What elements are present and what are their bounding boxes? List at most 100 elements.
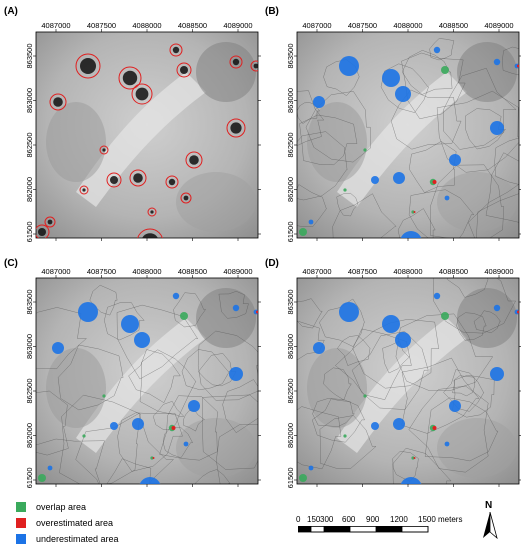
y-tick-label: 863500 <box>25 43 34 68</box>
x-tick-label: 4088500 <box>178 267 207 276</box>
north-label: N <box>485 500 493 511</box>
sinkhole-marker <box>38 228 46 236</box>
x-tick-label: 4087500 <box>348 21 377 30</box>
x-tick-label: 4088500 <box>439 21 468 30</box>
estimate-marker <box>299 228 307 236</box>
estimate-marker <box>400 231 422 238</box>
sinkhole-marker <box>82 188 86 192</box>
sinkhole-marker <box>253 63 258 69</box>
overestimate-marker <box>413 457 416 459</box>
estimate-marker <box>139 477 161 484</box>
estimate-marker <box>82 434 86 438</box>
overestimate-marker <box>432 180 437 184</box>
scale-label: 300 <box>320 515 334 524</box>
panel-d: (D) 4087000 4087500 4088000 4088500 4089000 8… <box>261 252 521 494</box>
sinkhole-marker <box>80 58 96 74</box>
x-tick-label: 4089000 <box>484 21 513 30</box>
estimate-marker <box>229 367 243 381</box>
legend-item-underestimated: underestimated area <box>16 534 119 544</box>
sinkhole-marker <box>135 87 149 101</box>
overestimate-marker <box>432 426 437 430</box>
estimate-marker <box>38 474 46 482</box>
y-tick-label: 862000 <box>25 177 34 202</box>
estimate-marker <box>172 292 180 300</box>
y-tick-label: 862500 <box>286 378 295 403</box>
estimate-marker <box>411 456 415 460</box>
overestimate-marker <box>517 64 519 68</box>
estimate-marker <box>102 394 106 398</box>
sinkhole-marker <box>150 210 154 214</box>
estimate-marker <box>493 304 501 312</box>
y-tick-label: 861500 <box>25 221 34 242</box>
scale-bar: 0 150 300 600 900 1200 1500 meters <box>296 515 476 545</box>
estimate-marker <box>441 312 449 320</box>
sinkhole-outline <box>49 93 67 111</box>
estimate-marker <box>339 56 359 76</box>
scale-label: 900 <box>366 515 380 524</box>
estimate-marker <box>371 176 379 184</box>
panel-a: (A) 4087000 4087500 4088000 4088500 4089000 8… <box>0 0 261 242</box>
estimate-marker <box>393 418 405 430</box>
sinkhole-outline <box>165 175 179 189</box>
estimate-marker <box>411 210 415 214</box>
estimate-marker <box>183 441 189 447</box>
panel-letter: (B) <box>265 6 279 17</box>
estimate-marker <box>308 219 314 225</box>
scale-label: 1500 meters <box>418 515 463 524</box>
y-tick-label: 863000 <box>25 88 34 113</box>
estimate-marker <box>188 400 200 412</box>
overestimate-marker <box>171 426 176 430</box>
estimate-marker <box>313 342 325 354</box>
y-tick-label: 863500 <box>286 43 295 68</box>
x-tick-label: 4087000 <box>41 21 70 30</box>
y-tick-label: 861500 <box>25 467 34 488</box>
scale-label: 1200 <box>390 515 408 524</box>
sinkhole-marker <box>110 176 118 184</box>
estimate-marker <box>449 154 461 166</box>
y-tick-label: 863500 <box>286 289 295 314</box>
sinkhole-outline <box>75 53 101 79</box>
sinkhole-marker <box>180 66 188 74</box>
y-tick-label: 863000 <box>286 334 295 359</box>
north-arrow-icon <box>483 512 498 540</box>
estimate-marker <box>395 86 411 102</box>
x-tick-label: 4089000 <box>223 21 252 30</box>
sinkhole-marker <box>189 155 199 165</box>
terrain <box>36 32 258 238</box>
panel-b: (B) 4087000 4087500 4088000 4088500 4089000 8… <box>261 0 521 242</box>
x-tick-label: 4088500 <box>178 21 207 30</box>
sinkhole-marker <box>172 46 180 54</box>
x-tick-label: 4088000 <box>132 267 161 276</box>
x-tick-label: 4088000 <box>393 267 422 276</box>
estimate-marker <box>493 58 501 66</box>
sinkhole-marker <box>102 148 106 152</box>
estimate-marker <box>444 441 450 447</box>
estimate-marker <box>371 422 379 430</box>
underestimated-swatch <box>16 534 26 544</box>
y-tick-label: 862500 <box>25 378 34 403</box>
scale-label: 600 <box>342 515 356 524</box>
estimate-marker <box>132 418 144 430</box>
map-c: 4087000 4087500 4088000 4088500 4089000 86350… <box>25 267 261 488</box>
estimate-marker <box>313 96 325 108</box>
y-tick-label: 862000 <box>286 423 295 448</box>
y-tick-label: 862000 <box>25 423 34 448</box>
estimate-marker <box>395 332 411 348</box>
sinkhole-outline <box>36 224 50 238</box>
sinkhole-marker <box>122 70 138 86</box>
sinkhole-marker <box>168 178 176 186</box>
scale-label: 0 <box>296 515 301 524</box>
sinkhole-marker <box>142 233 158 238</box>
sinkhole-outline <box>106 172 122 188</box>
estimate-marker <box>382 69 400 87</box>
map-a: 4087000 4087500 4088000 4088500 4089000 86350… <box>25 21 261 242</box>
sinkhole-marker <box>232 58 240 66</box>
sinkhole-outline <box>185 151 203 169</box>
map-d: 4087000 4087500 4088000 4088500 4089000 86350… <box>286 267 521 488</box>
sinkhole-outline <box>147 207 157 217</box>
x-tick-label: 4088000 <box>132 21 161 30</box>
y-tick-label: 862500 <box>25 132 34 157</box>
y-tick-label: 863000 <box>25 334 34 359</box>
estimate-marker <box>433 292 441 300</box>
sinkhole-outline <box>129 169 147 187</box>
